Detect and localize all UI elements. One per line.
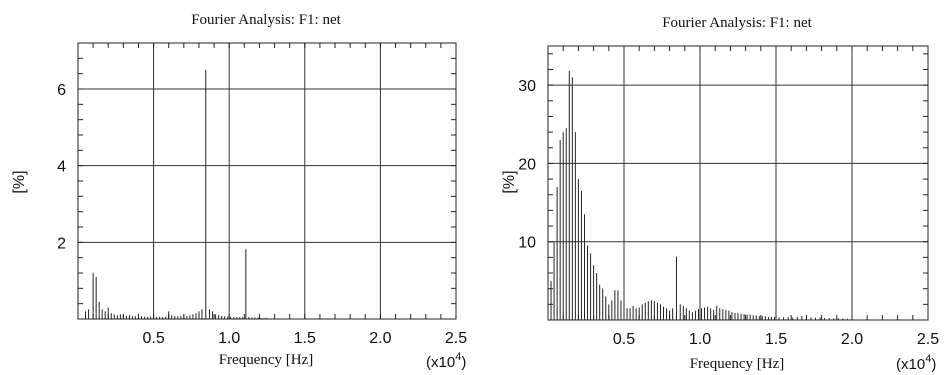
left-plot-frame (77, 42, 457, 320)
left-x-tick-label-3: 2.0 (369, 330, 391, 347)
left-y-tick-label-2: 6 (57, 82, 66, 99)
right-x-tick-label-1: 1.0 (689, 331, 711, 348)
right-x-tick-label-2: 1.5 (765, 331, 787, 348)
right-x-multiplier-base: (x10 (896, 356, 925, 373)
left-x-multiplier-base: (x10 (426, 354, 455, 371)
right-chart: Fourier Analysis: F1: net [%] Frequency … (501, 15, 939, 373)
right-x-tick-label-4: 2.5 (917, 331, 939, 348)
left-y-tick-label-1: 4 (57, 159, 66, 176)
right-plot-frame (547, 45, 929, 321)
right-y-tick-label-2: 30 (518, 78, 536, 95)
right-x-axis-label: Frequency [Hz] (690, 356, 785, 372)
left-x-tick-label-2: 1.5 (294, 330, 316, 347)
left-x-multiplier: (x104) (426, 351, 466, 371)
right-x-tick-label-0: 0.5 (613, 331, 635, 348)
right-y-tick-label-0: 10 (518, 235, 536, 252)
right-x-multiplier-close: ) (931, 356, 936, 373)
left-x-tick-label-1: 1.0 (218, 330, 240, 347)
left-x-multiplier-exponent: 4 (455, 351, 461, 363)
right-x-multiplier: (x104) (896, 353, 936, 373)
left-x-tick-label-0: 0.5 (142, 330, 164, 347)
right-y-tick-label-1: 20 (518, 156, 536, 173)
left-y-axis-label: [%] (11, 170, 28, 193)
left-chart-title: Fourier Analysis: F1: net (191, 12, 341, 28)
right-chart-title: Fourier Analysis: F1: net (662, 15, 812, 31)
right-x-tick-label-3: 2.0 (841, 331, 863, 348)
left-chart: Fourier Analysis: F1: net [%] Frequency … (11, 12, 467, 371)
right-y-axis-label: [%] (501, 170, 518, 193)
left-x-axis-label: Frequency [Hz] (219, 352, 314, 368)
left-x-tick-label-4: 2.5 (445, 330, 467, 347)
left-x-multiplier-close: ) (461, 354, 466, 371)
right-x-multiplier-exponent: 4 (925, 353, 931, 365)
left-y-tick-label-0: 2 (57, 235, 66, 252)
